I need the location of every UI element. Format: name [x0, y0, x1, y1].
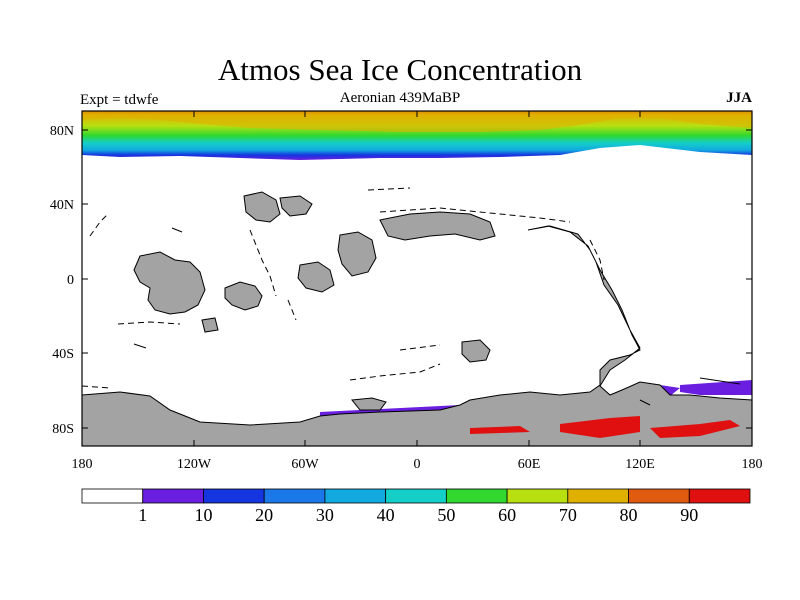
- lon-label-180w: 180: [72, 457, 93, 472]
- colorbar-swatch: [628, 488, 690, 504]
- colorbar-label: 1: [138, 505, 147, 525]
- colorbar-swatch: [567, 488, 629, 504]
- colorbar-swatch: [324, 488, 387, 504]
- lon-label-120w: 120W: [177, 457, 212, 472]
- plot-title: Atmos Sea Ice Concentration: [217, 52, 583, 87]
- colorbar-label: 70: [559, 505, 577, 525]
- lon-label-180e: 180: [742, 457, 763, 472]
- colorbar-label: 30: [316, 505, 334, 525]
- lon-label-120e: 120E: [625, 457, 655, 472]
- lon-label-0: 0: [414, 457, 421, 472]
- colorbar-swatch: [445, 488, 508, 504]
- lat-label-80n: 80N: [50, 124, 74, 139]
- season-label: JJA: [726, 90, 752, 106]
- lat-tick-marks: [82, 129, 752, 429]
- land-masses: [82, 191, 752, 446]
- colorbar-label: 50: [437, 505, 455, 525]
- coastline-details: [133, 227, 741, 406]
- ancient-coastlines: [82, 187, 605, 389]
- lat-label-40s: 40S: [52, 347, 74, 362]
- colorbar-label: 60: [498, 505, 516, 525]
- colorbar-label: 40: [377, 505, 395, 525]
- colorbar-swatch: [203, 488, 265, 504]
- experiment-label: Expt = tdwfe: [80, 92, 159, 108]
- lon-label-60e: 60E: [518, 457, 541, 472]
- lat-label-80s: 80S: [52, 422, 74, 437]
- lat-label-40n: 40N: [50, 198, 74, 213]
- lon-tick-marks: [81, 111, 753, 446]
- map-content: [82, 111, 752, 446]
- colorbar-label: 90: [680, 505, 698, 525]
- colorbar-swatch: [263, 488, 326, 504]
- colorbar-label: 80: [620, 505, 638, 525]
- period-label: Aeronian 439MaBP: [339, 90, 461, 106]
- colorbar-swatch: [688, 488, 751, 504]
- colorbar-label: 10: [194, 505, 212, 525]
- lat-label-0: 0: [67, 273, 74, 288]
- colorbar-swatch: [385, 488, 447, 504]
- colorbar-swatch: [506, 488, 569, 504]
- colorbar: 1 10 20 30 40 50 60 70 80 90: [81, 488, 751, 525]
- colorbar-swatch: [81, 488, 144, 504]
- lon-label-60w: 60W: [291, 457, 319, 472]
- colorbar-swatch: [142, 488, 204, 504]
- colorbar-label: 20: [255, 505, 273, 525]
